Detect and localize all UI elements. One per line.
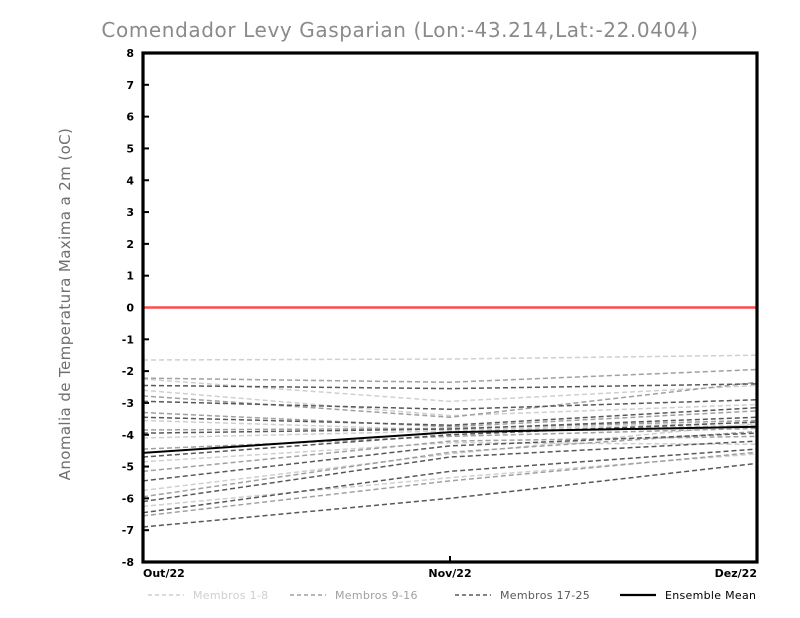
page-title: Comendador Levy Gasparian (Lon:-43.214,L… [101, 18, 699, 42]
legend-label: Ensemble Mean [665, 589, 756, 602]
series-line [142, 410, 758, 428]
series-line [142, 368, 758, 384]
y-tick-label: -4 [122, 429, 135, 442]
chart-legend: Membros 1-8 Membros 9-16 Membros 17-25 Ense… [148, 589, 756, 602]
series-line [142, 354, 758, 361]
y-tick-label: -6 [122, 492, 135, 505]
y-tick-label: 2 [126, 238, 134, 251]
y-tick-label: 3 [126, 206, 134, 219]
series-line [142, 383, 758, 390]
legend-label: Membros 17-25 [500, 589, 590, 602]
series-line [142, 421, 758, 458]
series-line [142, 448, 758, 514]
plot-frame [141, 51, 759, 564]
series-line [142, 381, 758, 419]
x-axis-ticks: Out/22 Nov/22 Dez/22 [142, 556, 758, 580]
y-tick-label: -3 [122, 397, 134, 410]
series-line [142, 427, 758, 450]
series-line [142, 422, 758, 492]
series-line [142, 406, 758, 426]
series-line [142, 425, 758, 454]
y-tick-label: 1 [126, 270, 134, 283]
y-tick-label: -2 [122, 365, 134, 378]
series-line [142, 451, 758, 517]
series-line [142, 441, 758, 463]
series-line [142, 419, 758, 431]
y-tick-label: -5 [122, 461, 134, 474]
series-line [142, 416, 758, 434]
series-line [142, 440, 758, 503]
series-line [142, 435, 758, 473]
series-line [142, 399, 758, 411]
x-tick-label: Nov/22 [428, 567, 471, 580]
legend-label: Membros 9-16 [335, 589, 418, 602]
y-tick-label: 5 [126, 142, 134, 155]
y-tick-label: 4 [126, 174, 134, 187]
y-tick-label: 7 [126, 79, 134, 92]
series-line [142, 432, 758, 482]
series-line [142, 430, 758, 498]
y-tick-label: 6 [126, 111, 134, 124]
x-tick-label: Dez/22 [715, 567, 757, 580]
series-line [142, 389, 758, 417]
y-tick-label: -8 [122, 556, 134, 569]
series-lines [142, 354, 758, 528]
series-line [142, 424, 758, 439]
x-tick-label: Out/22 [143, 567, 185, 580]
y-tick-label: -1 [122, 333, 134, 346]
legend-label: Membros 1-8 [193, 589, 268, 602]
series-line [142, 462, 758, 528]
series-line [142, 378, 758, 403]
y-tick-label: 0 [126, 302, 134, 315]
y-tick-label: 8 [126, 47, 134, 60]
y-tick-label: -7 [122, 524, 134, 537]
